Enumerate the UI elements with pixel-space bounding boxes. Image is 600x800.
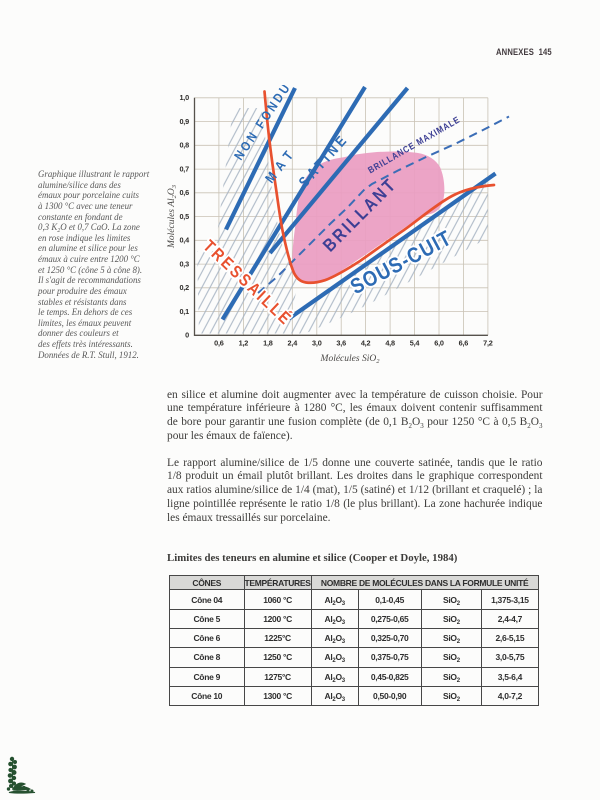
svg-text:0,5: 0,5	[179, 212, 189, 221]
svg-text:0,2: 0,2	[179, 283, 189, 292]
svg-text:1,0: 1,0	[179, 93, 189, 102]
svg-text:6,6: 6,6	[459, 339, 469, 348]
svg-text:3,6: 3,6	[336, 339, 346, 348]
svg-text:4,2: 4,2	[361, 339, 371, 348]
svg-text:1,2: 1,2	[239, 339, 249, 348]
svg-text:0,3: 0,3	[179, 259, 189, 268]
svg-text:2,4: 2,4	[288, 339, 299, 348]
svg-text:1,8: 1,8	[263, 339, 273, 348]
svg-text:0,4: 0,4	[179, 236, 190, 245]
svg-text:0,9: 0,9	[179, 117, 189, 126]
svg-text:Molécules Al2O3: Molécules Al2O3	[167, 184, 178, 249]
svg-text:0,7: 0,7	[179, 165, 189, 174]
svg-text:0,6: 0,6	[179, 188, 189, 197]
svg-text:0: 0	[185, 331, 189, 340]
svg-text:7,2: 7,2	[483, 339, 493, 348]
svg-text:3,0: 3,0	[312, 339, 322, 348]
svg-text:0,6: 0,6	[214, 339, 224, 348]
svg-text:0,1: 0,1	[179, 307, 189, 316]
svg-text:Molécules SiO2: Molécules SiO2	[320, 354, 381, 365]
svg-text:0,8: 0,8	[179, 141, 189, 150]
svg-text:5,4: 5,4	[410, 339, 421, 348]
svg-text:4,8: 4,8	[385, 339, 395, 348]
svg-text:6,0: 6,0	[434, 339, 444, 348]
